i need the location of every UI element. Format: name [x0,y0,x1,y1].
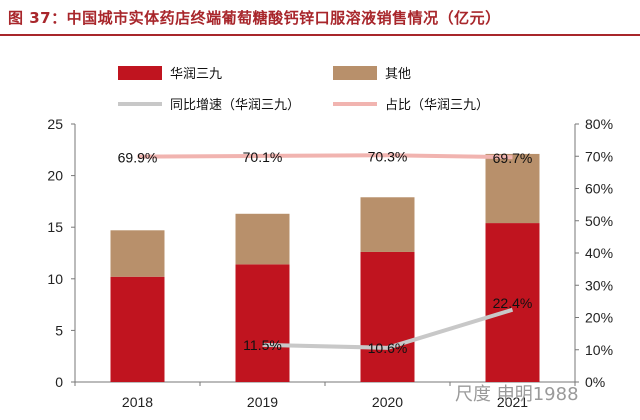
x-category-label: 2020 [372,394,403,410]
share-data-label: 69.9% [118,150,158,166]
legend-label-share: 占比（华润三九） [385,98,489,113]
right-tick-label: 70% [585,148,613,164]
title-underline [0,34,640,36]
bar-huarun-2020 [360,251,415,382]
left-tick-label: 0 [55,374,63,390]
left-tick-label: 15 [47,219,63,235]
right-tick-label: 0% [585,374,605,390]
legend-swatch-other [333,66,377,80]
growth-line [262,307,514,350]
right-tick-label: 80% [585,116,613,132]
bar-huarun-2019 [235,264,290,382]
bars [110,153,540,382]
right-tick-label: 60% [585,181,613,197]
left-tick-label: 5 [55,322,63,338]
growth-data-label: 11.5% [243,337,282,353]
bar-other-2019 [235,213,290,265]
legend-label-growth: 同比增速（华润三九） [170,98,300,113]
right-tick-label: 30% [585,277,613,293]
left-tick-label: 10 [47,271,63,287]
share-data-label: 69.7% [493,150,533,166]
legend-label-huarun: 华润三九 [170,67,222,82]
bar-other-2021 [485,153,540,224]
growth-data-label: 10.6% [368,340,408,356]
share-line [137,153,513,160]
axes: 0 5 10 15 20 25 0% 10% 20% 30% 40% 50% 60% 70% 80% 2018… [47,116,613,410]
lines [137,153,514,350]
x-category-label: 2018 [122,394,153,410]
bar-huarun-2018 [110,276,165,382]
legend-swatch-huarun [118,66,162,80]
figure-title: 图 37：中国城市实体药店终端葡萄糖酸钙锌口服溶液销售情况（亿元） [8,9,501,27]
right-tick-label: 40% [585,245,613,261]
data-labels: 69.9% 70.1% 70.3% 69.7% 11.5% 10.6% 22.4% [118,148,533,356]
x-category-label: 2021 [497,394,528,410]
left-tick-label: 25 [47,116,63,132]
x-category-label: 2019 [247,394,278,410]
share-data-label: 70.1% [243,149,283,165]
right-tick-label: 20% [585,310,613,326]
watermark-text: 尺度 申明1988 [455,384,579,405]
left-tick-label: 20 [47,168,63,184]
bar-other-2020 [360,197,415,252]
right-tick-label: 50% [585,213,613,229]
share-data-label: 70.3% [368,148,408,164]
right-tick-label: 10% [585,342,613,358]
growth-data-label: 22.4% [493,295,533,311]
legend-label-other: 其他 [385,67,411,82]
bar-huarun-2021 [485,223,540,382]
bar-other-2018 [110,230,165,277]
figure-title-bar: 图 37：中国城市实体药店终端葡萄糖酸钙锌口服溶液销售情况（亿元） [0,0,640,36]
